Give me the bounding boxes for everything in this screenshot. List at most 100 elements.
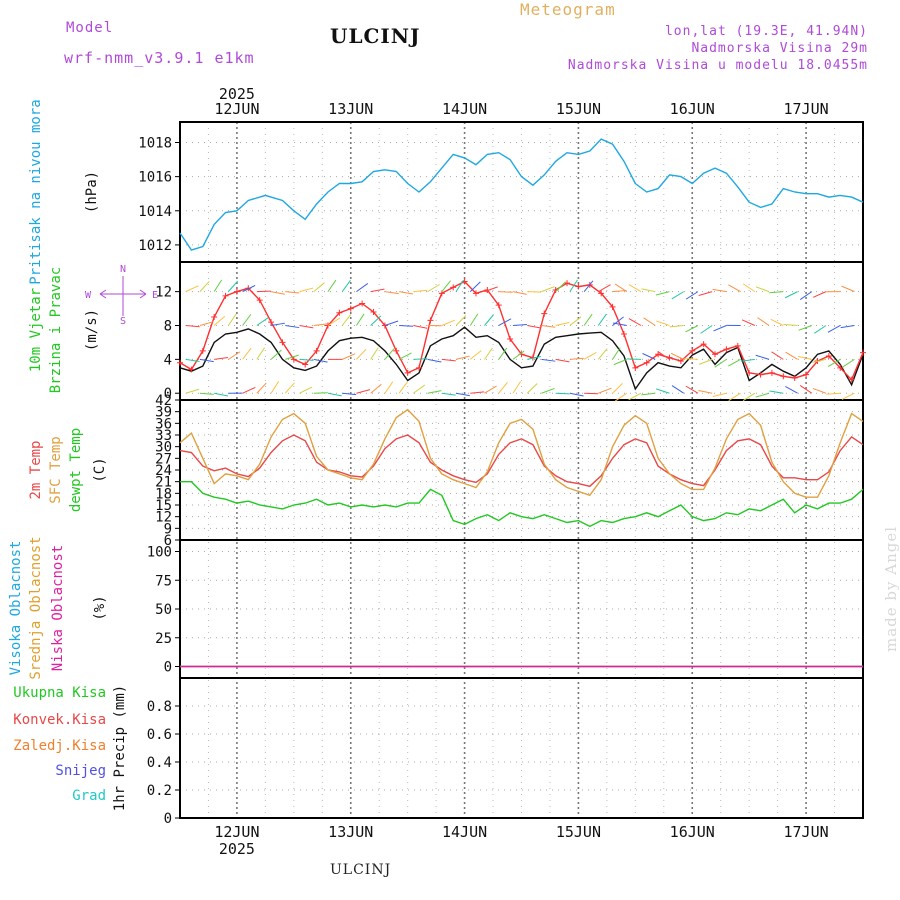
pressure-unit-label: (hPa)	[84, 171, 100, 213]
wind-direction-arrow	[685, 291, 699, 300]
wind-direction-arrow	[384, 291, 399, 295]
wind-direction-arrow	[840, 325, 855, 329]
dewpoint-series-line	[180, 481, 864, 528]
pressure-panel-frame	[179, 121, 864, 263]
wind-direction-arrow	[441, 280, 451, 292]
wind-direction-arrow	[341, 314, 352, 326]
wind-direction-arrow	[555, 321, 570, 326]
wind-direction-arrow	[242, 347, 252, 360]
wind-direction-arrow	[399, 324, 414, 327]
wind-direction-arrow	[484, 314, 494, 326]
y-tick-label: 21	[155, 475, 172, 491]
wind-direction-arrow	[641, 288, 656, 293]
station-title: ULCINJ	[330, 24, 421, 48]
wind-direction-arrow	[614, 392, 628, 402]
wind-direction-arrow	[242, 386, 256, 394]
gust-point-marker	[677, 358, 684, 365]
wind-direction-arrow	[512, 324, 527, 326]
wind-direction-arrow	[597, 313, 607, 326]
wind-direction-arrow	[512, 381, 522, 394]
footer-station: ULCINJ	[330, 862, 392, 878]
wind-direction-arrow	[569, 357, 584, 360]
precip-axis-title: 1hr Precip (mm)	[112, 685, 128, 811]
wind_speed-series-line	[179, 326, 864, 391]
gust-point-marker	[370, 308, 377, 315]
wind-direction-arrow	[370, 347, 379, 360]
wind-direction-arrow	[728, 358, 741, 367]
y-tick-label: 36	[155, 416, 172, 432]
wind-direction-arrow	[384, 381, 394, 394]
compass-north-label: N	[120, 264, 126, 275]
wind-direction-arrow	[770, 318, 784, 326]
wind-direction-arrow	[199, 358, 214, 363]
wind-direction-arrow	[441, 319, 455, 326]
wind-direction-arrow	[270, 291, 285, 295]
wind-direction-arrow	[728, 392, 741, 401]
gust-point-marker	[279, 339, 286, 346]
wind-direction-arrow	[427, 358, 442, 363]
compass-west-label: W	[85, 290, 92, 301]
wind-direction-arrow	[628, 392, 642, 401]
wind-direction-arrow	[228, 351, 241, 360]
wind-direction-arrow	[185, 388, 200, 394]
wind-direction-arrow	[227, 313, 237, 326]
wind-direction-arrow	[341, 280, 351, 292]
y-tick-label: 1014	[138, 204, 172, 220]
precip-legend-rain_frozen: Zaledj.Kisa	[13, 738, 106, 754]
precipitation-panel-frame	[179, 677, 864, 819]
wind-direction-arrow	[670, 352, 684, 360]
wind-direction-arrow	[256, 347, 265, 360]
gust-point-marker	[860, 349, 866, 356]
wind-direction-arrow	[569, 392, 584, 397]
wind-direction-arrow	[755, 286, 770, 293]
wind-direction-arrow	[299, 386, 313, 394]
wind-direction-arrow	[642, 353, 656, 360]
wind-direction-arrow	[199, 280, 210, 292]
wind-direction-arrow	[185, 324, 200, 328]
wind-direction-arrow	[643, 317, 656, 326]
wind-direction-arrow	[256, 317, 269, 326]
gust-point-marker	[757, 371, 764, 378]
gust-point-marker	[302, 361, 309, 368]
wind-direction-arrow	[827, 358, 841, 368]
wind-direction-arrow	[742, 283, 756, 293]
wind-direction-arrow	[370, 383, 382, 394]
wind-direction-arrow	[228, 280, 238, 292]
y-tick-label: 25	[155, 631, 172, 647]
wind-direction-arrow	[199, 392, 214, 395]
gust-point-marker	[347, 305, 354, 312]
gust-point-marker	[746, 369, 753, 376]
day-label-bottom: 12JUN	[214, 823, 259, 841]
wind-direction-arrow	[785, 385, 798, 394]
wind-direction-arrow	[299, 287, 314, 293]
wind-direction-arrow	[769, 390, 784, 394]
wind-direction-arrow	[814, 325, 827, 334]
wind-direction-arrow	[797, 355, 812, 360]
gust-point-marker	[324, 322, 331, 329]
wind-direction-arrow	[641, 392, 656, 396]
wind-direction-arrow	[398, 352, 412, 360]
gust-point-marker	[416, 364, 423, 371]
wind-direction-arrow	[455, 279, 465, 292]
wind-direction-arrow	[270, 322, 285, 326]
wind-direction-arrow	[370, 315, 382, 326]
wind-direction-arrow	[785, 351, 798, 360]
wind-direction-arrow	[484, 286, 498, 293]
wind-direction-arrow	[299, 325, 314, 329]
wind-direction-arrow	[270, 349, 282, 360]
y-tick-label: 42	[155, 393, 172, 409]
gust-point-marker	[541, 310, 548, 317]
y-tick-label: 18	[155, 486, 172, 502]
wind-direction-arrow	[583, 352, 597, 360]
gust-point-marker	[734, 342, 741, 349]
gust-point-marker	[381, 322, 388, 329]
wind-direction-arrow	[356, 283, 369, 293]
day-label-bottom: 14JUN	[442, 823, 487, 841]
wind-direction-arrow	[613, 358, 627, 366]
dewpoint-axis-title: dewpt Temp	[68, 428, 84, 512]
wind-direction-arrow	[657, 351, 670, 360]
y-tick-label: 12	[155, 285, 172, 301]
y-tick-label: 30	[155, 440, 172, 456]
lonlat-label: lon,lat (19.3E, 41.94N)	[664, 24, 868, 39]
y-tick-label: 1012	[138, 238, 172, 254]
